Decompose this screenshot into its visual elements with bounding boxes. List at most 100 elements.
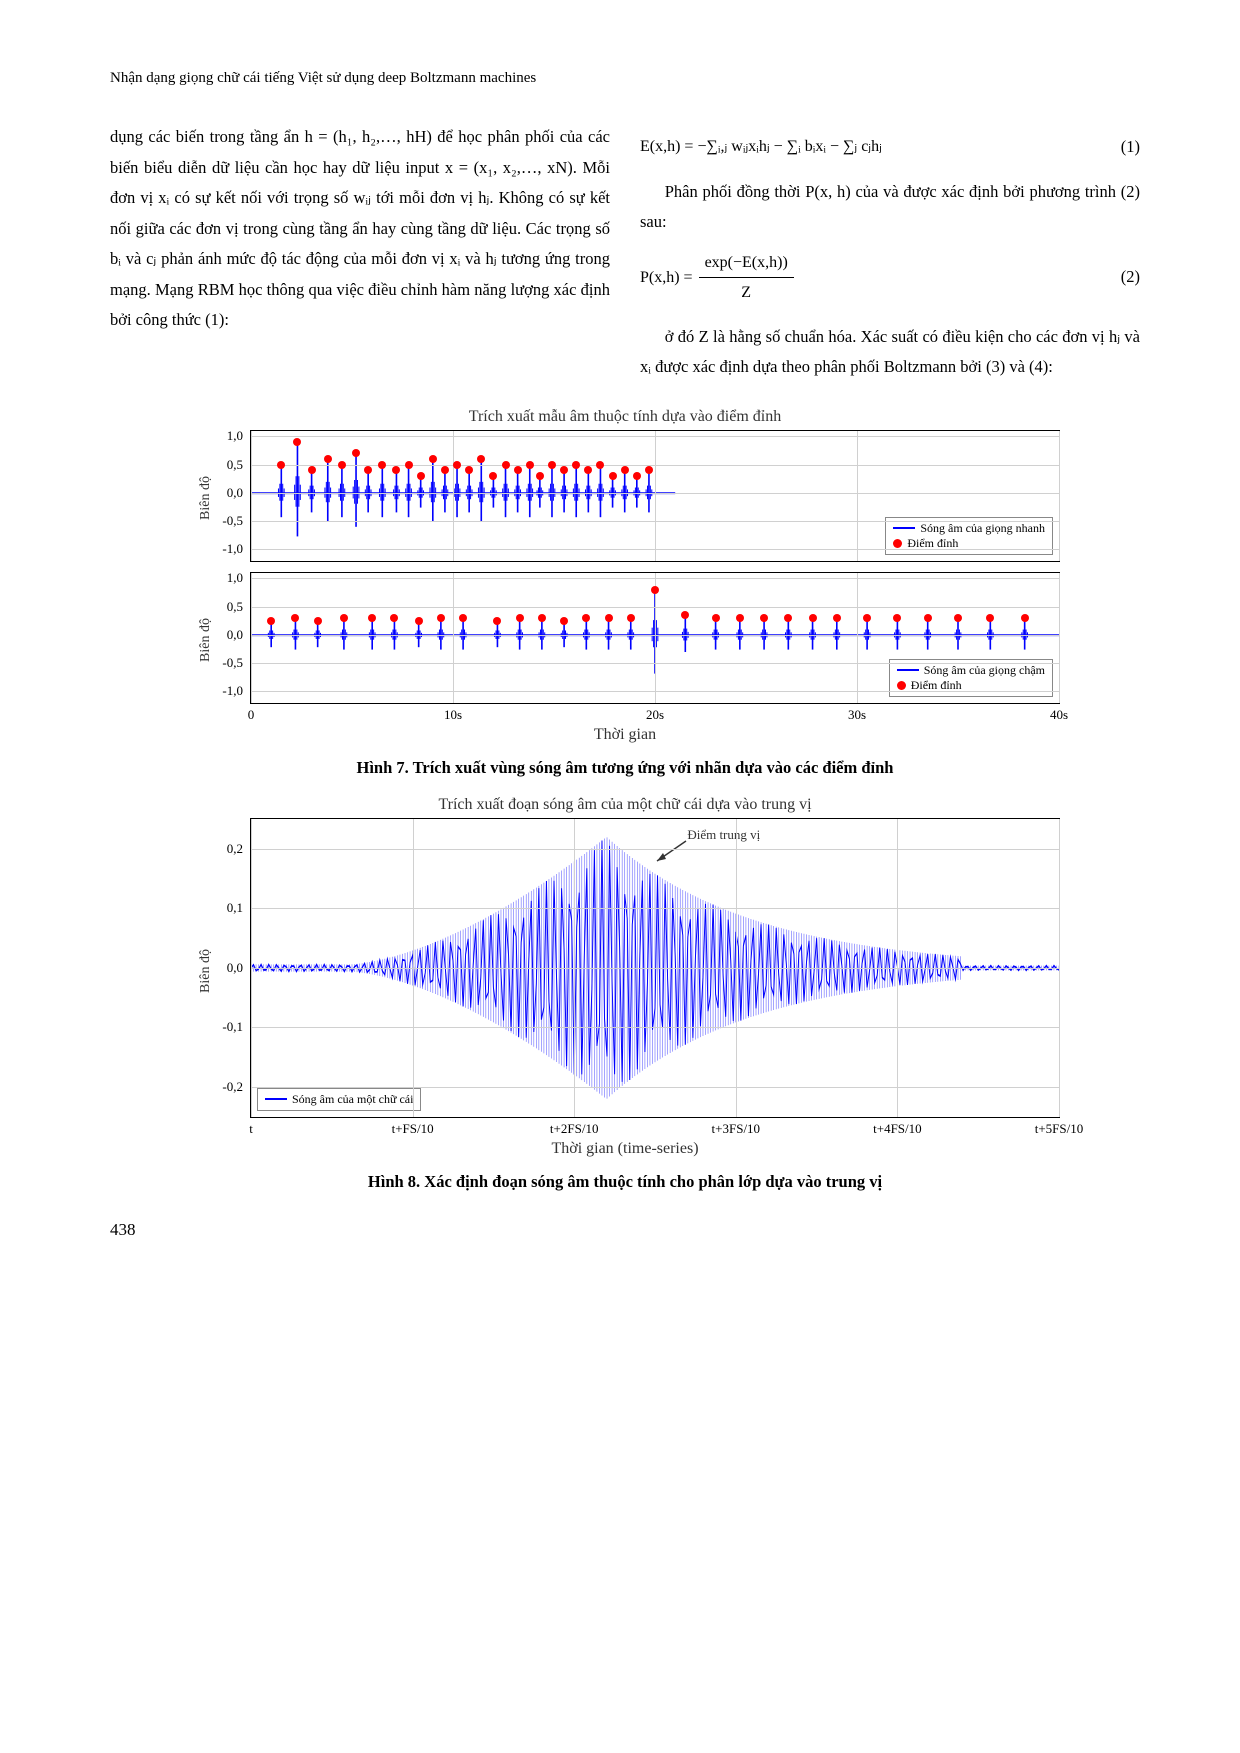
peak-dot (548, 461, 556, 469)
peak-dot (378, 461, 386, 469)
ytick: 1,0 (227, 570, 251, 586)
fig8-panel: Điểm trung vị Sóng âm của một chữ cái 0,… (250, 818, 1060, 1118)
peak-dot (277, 461, 285, 469)
peak-dot (809, 614, 817, 622)
figure-7: Trích xuất mẫu âm thuộc tính dựa vào điể… (160, 408, 1090, 744)
peak-dot (392, 466, 400, 474)
peak-dot (308, 466, 316, 474)
ytick: -0,5 (222, 655, 251, 671)
annotation-arrow-icon (651, 837, 691, 867)
fig7-panel-2: Sóng âm của giọng chậm Điểm đỉnh 1,00,50… (250, 572, 1060, 704)
xtick: t+2FS/10 (550, 1117, 599, 1137)
peak-dot (465, 466, 473, 474)
legend-line-icon (265, 1098, 287, 1100)
peak-dot (954, 614, 962, 622)
ytick: 0,0 (227, 627, 251, 643)
peak-dot (833, 614, 841, 622)
eq2-left: P(x,h) = (640, 263, 693, 293)
peak-dot (572, 461, 580, 469)
xtick: 10s (444, 703, 462, 723)
peak-dot (324, 455, 332, 463)
peak-dot (893, 614, 901, 622)
fig8-caption: Hình 8. Xác định đoạn sóng âm thuộc tính… (110, 1172, 1140, 1192)
peak-dot (627, 614, 635, 622)
page-number: 438 (110, 1220, 1140, 1240)
xtick: 0 (248, 703, 255, 723)
fig8-leg: Sóng âm của một chữ cái (292, 1092, 413, 1107)
peak-dot (621, 466, 629, 474)
fig7-leg2a: Sóng âm của giọng chậm (924, 663, 1045, 678)
ytick: -0,5 (222, 513, 251, 529)
peak-dot (338, 461, 346, 469)
xtick: 40s (1050, 703, 1068, 723)
fig7-leg1a: Sóng âm của giọng nhanh (920, 521, 1045, 536)
peak-dot (405, 461, 413, 469)
peak-dot (493, 617, 501, 625)
ytick: 0,5 (227, 457, 251, 473)
legend-line-icon (893, 527, 915, 529)
peak-dot (863, 614, 871, 622)
fig7-ylabel-2: Biên độ (198, 618, 214, 662)
eq2-number: (2) (1101, 262, 1140, 293)
peak-dot (352, 449, 360, 457)
xtick: t+5FS/10 (1035, 1117, 1084, 1137)
peak-dot (736, 614, 744, 622)
left-column: dụng các biến trong tầng ẩn h = (h₁, h₂,… (110, 122, 610, 383)
peak-dot (538, 614, 546, 622)
ytick: 0,0 (227, 485, 251, 501)
fig8-legend: Sóng âm của một chữ cái (257, 1088, 421, 1111)
peak-dot (291, 614, 299, 622)
peak-dot (560, 466, 568, 474)
legend-dot-icon (897, 681, 906, 690)
peak-dot (415, 617, 423, 625)
ytick: 1,0 (227, 428, 251, 444)
peak-dot (489, 472, 497, 480)
running-header: Nhận dạng giọng chữ cái tiếng Việt sử dụ… (110, 70, 1140, 87)
peak-dot (924, 614, 932, 622)
peak-dot (645, 466, 653, 474)
fig7-xlabel: Thời gian (160, 726, 1090, 744)
ytick: 0,0 (227, 960, 251, 976)
peak-dot (681, 611, 689, 619)
peak-dot (784, 614, 792, 622)
peak-dot (502, 461, 510, 469)
xtick: 30s (848, 703, 866, 723)
legend-dot-icon (893, 539, 902, 548)
peak-dot (596, 461, 604, 469)
eq2-numerator: exp(−E(x,h)) (699, 248, 794, 279)
peak-dot (1021, 614, 1029, 622)
peak-dot (314, 617, 322, 625)
eq2-denominator: Z (699, 278, 794, 308)
peak-dot (712, 614, 720, 622)
fig8-title: Trích xuất đoạn sóng âm của một chữ cái … (160, 796, 1090, 814)
peak-dot (526, 461, 534, 469)
fig7-panel-1: Sóng âm của giọng nhanh Điểm đỉnh 1,00,5… (250, 430, 1060, 562)
ytick: 0,5 (227, 599, 251, 615)
fig7-ylabel-1: Biên độ (198, 476, 214, 520)
equation-1: E(x,h) = −∑ᵢ,ⱼ wᵢⱼxᵢhⱼ − ∑ᵢ bᵢxᵢ − ∑ⱼ cⱼ… (640, 132, 1140, 163)
eq1-number: (1) (1101, 132, 1140, 163)
peak-dot (609, 472, 617, 480)
legend-line-icon (897, 669, 919, 671)
peak-dot (651, 586, 659, 594)
peak-dot (340, 614, 348, 622)
peak-dot (477, 455, 485, 463)
peak-dot (368, 614, 376, 622)
right-column: E(x,h) = −∑ᵢ,ⱼ wᵢⱼxᵢhⱼ − ∑ᵢ bᵢxᵢ − ∑ⱼ cⱼ… (640, 122, 1140, 383)
peak-dot (293, 438, 301, 446)
xtick: t (249, 1117, 253, 1137)
xtick: 20s (646, 703, 664, 723)
peak-dot (390, 614, 398, 622)
fig7-title: Trích xuất mẫu âm thuộc tính dựa vào điể… (160, 408, 1090, 426)
peak-dot (536, 472, 544, 480)
ytick: 0,1 (227, 900, 251, 916)
peak-dot (560, 617, 568, 625)
peak-dot (441, 466, 449, 474)
xtick: t+FS/10 (392, 1117, 434, 1137)
equation-2: P(x,h) = exp(−E(x,h)) Z (2) (640, 248, 1140, 308)
right-para-2: ở đó Z là hằng số chuẩn hóa. Xác suất có… (640, 322, 1140, 383)
peak-dot (605, 614, 613, 622)
eq1-body: E(x,h) = −∑ᵢ,ⱼ wᵢⱼxᵢhⱼ − ∑ᵢ bᵢxᵢ − ∑ⱼ cⱼ… (640, 132, 882, 162)
two-column-text: dụng các biến trong tầng ẩn h = (h₁, h₂,… (110, 122, 1140, 383)
figure-8: Trích xuất đoạn sóng âm của một chữ cái … (160, 796, 1090, 1158)
